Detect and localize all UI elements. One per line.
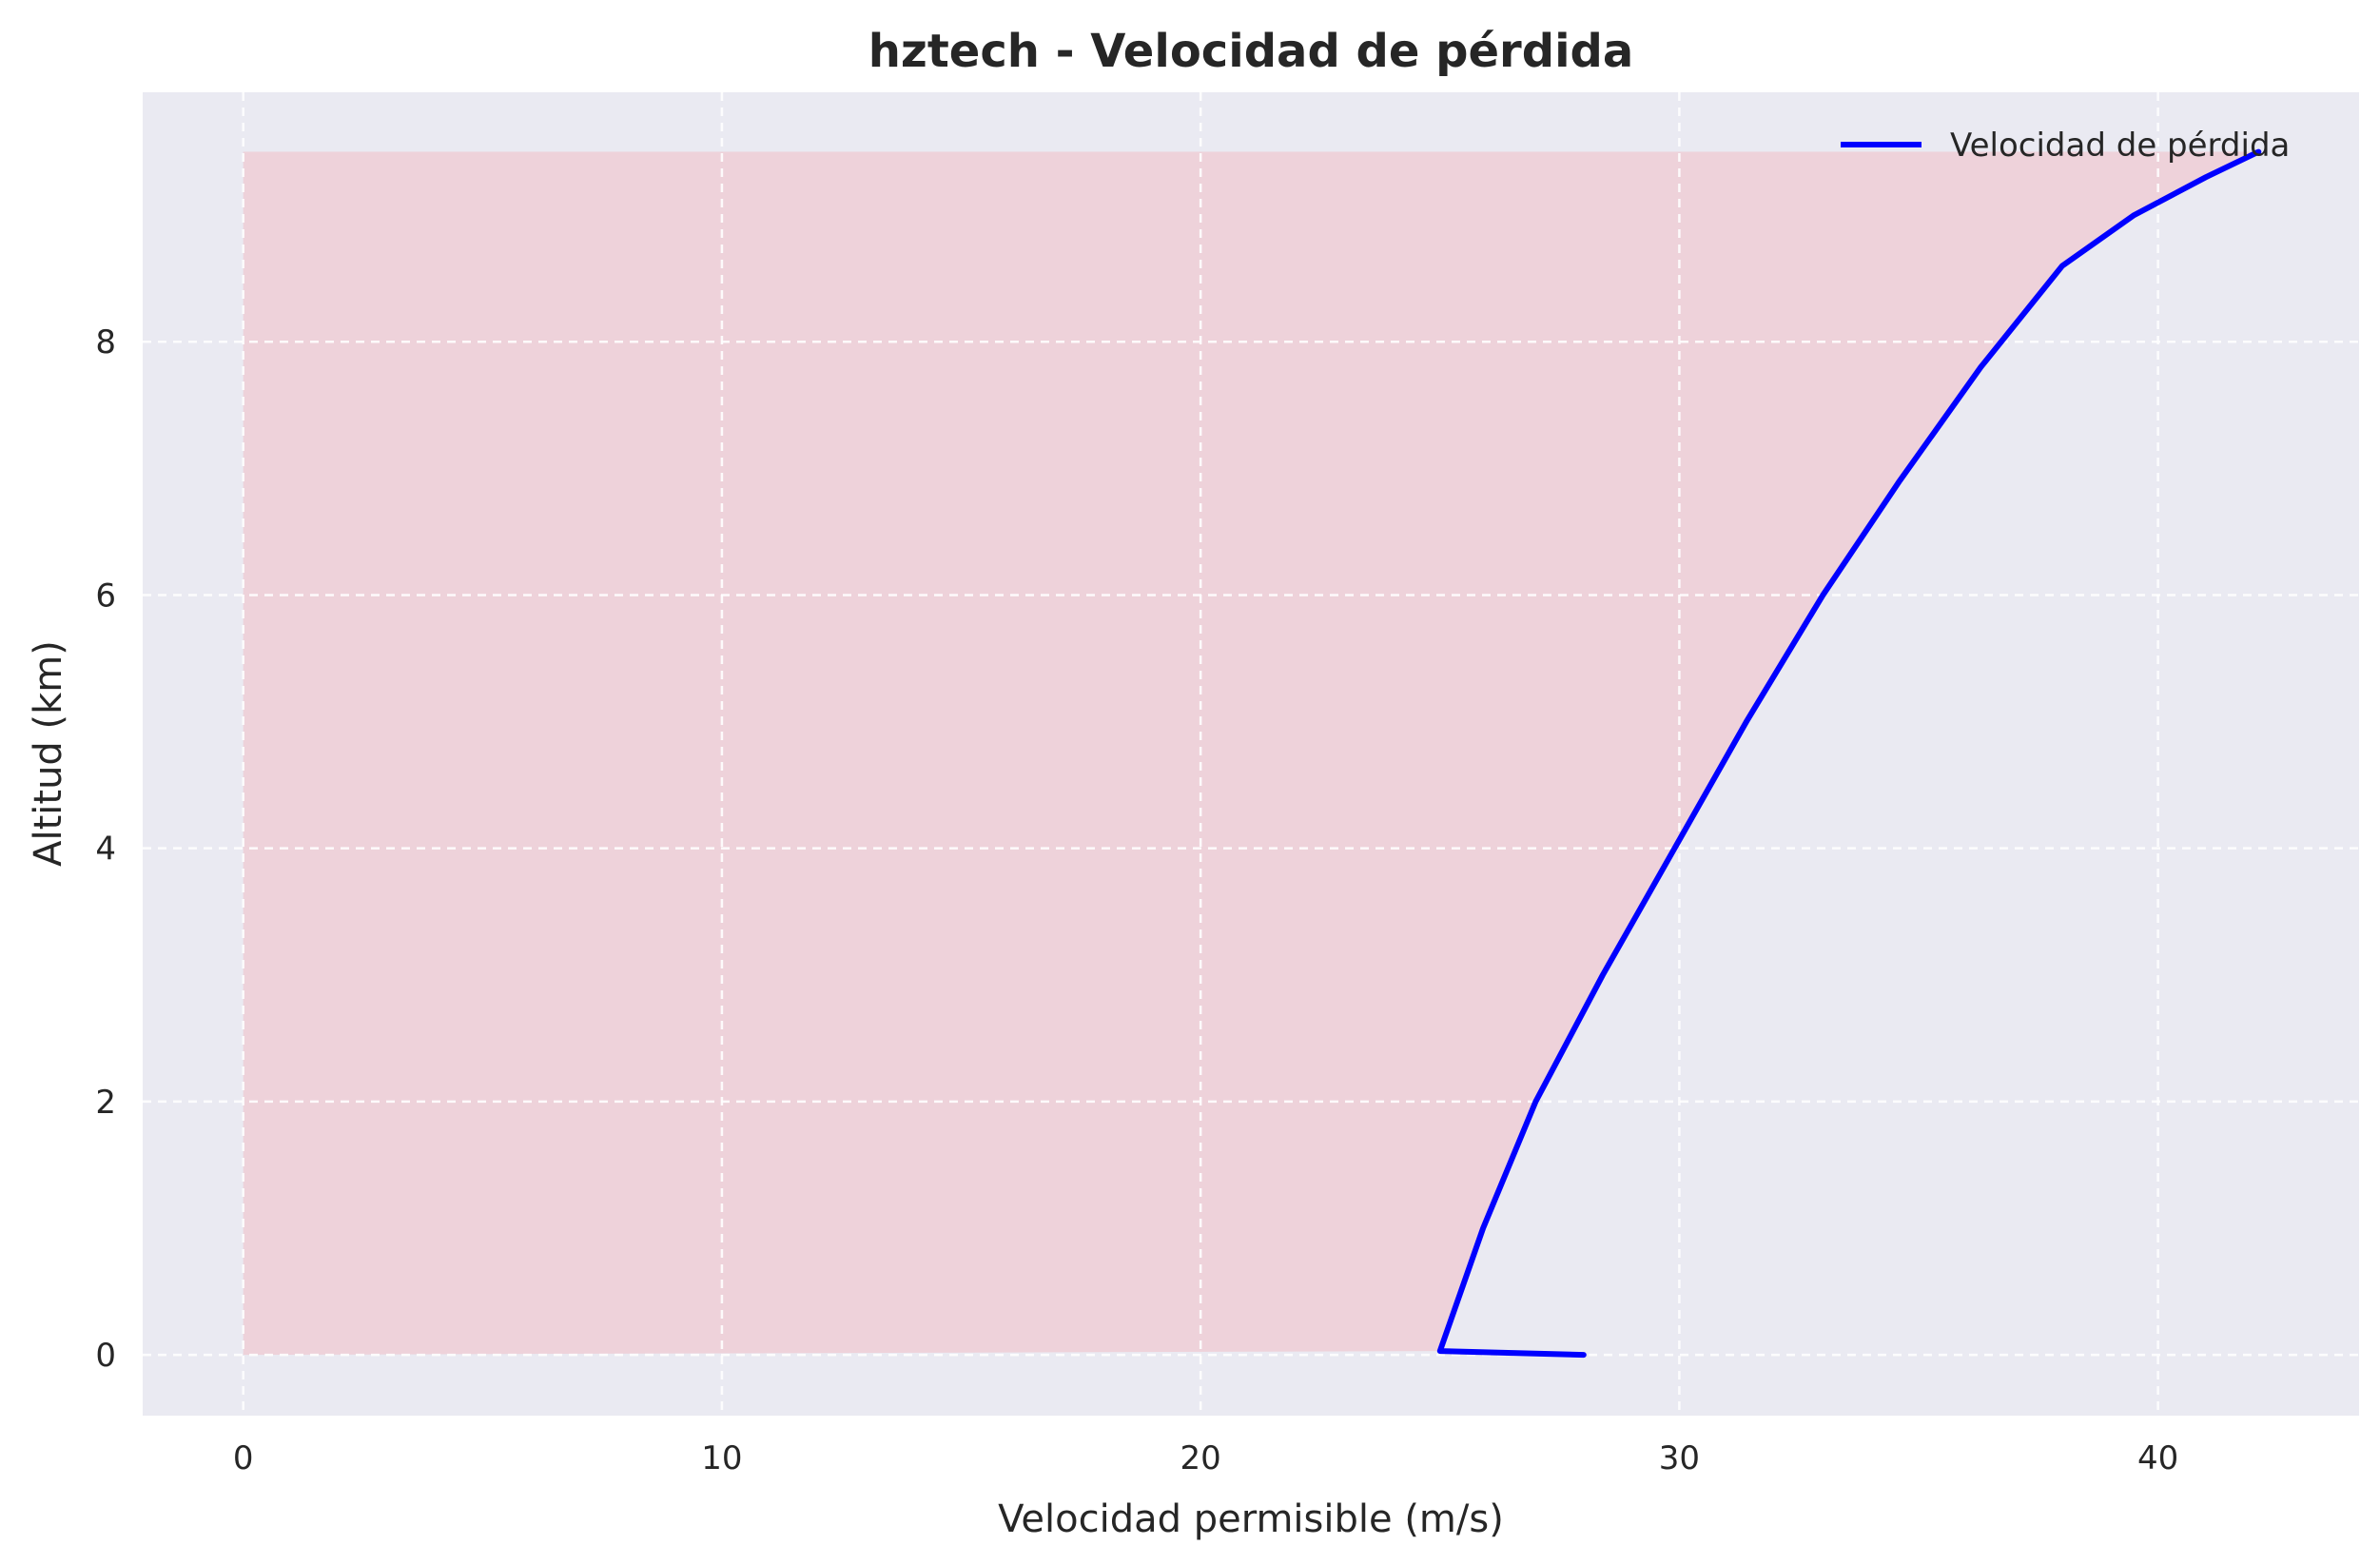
chart-title: hztech - Velocidad de pérdida: [868, 25, 1634, 78]
fill-layer: [243, 151, 2259, 1356]
x-axis-label: Velocidad permisible (m/s): [998, 1497, 1504, 1541]
fill-region: [243, 151, 2259, 1356]
y-axis-label: Altitud (km): [27, 640, 70, 867]
y-tick-label: 8: [95, 323, 116, 362]
series-layer: [1436, 148, 2262, 1359]
x-tick-label: 0: [233, 1439, 254, 1477]
x-tick-label: 40: [2137, 1439, 2178, 1477]
y-tick-label: 4: [95, 831, 116, 869]
series-line: [1436, 148, 2262, 1359]
legend-label: Velocidad de pérdida: [1950, 127, 2290, 165]
tick-layer: 0 10 20 30 40 0 2 4 6 8: [95, 323, 2178, 1477]
legend: Velocidad de pérdida: [1841, 127, 2290, 165]
y-tick-label: 2: [95, 1084, 116, 1122]
y-tick-label: 0: [95, 1337, 116, 1375]
grid-layer: [143, 92, 2359, 1416]
x-tick-label: 20: [1180, 1439, 1221, 1477]
y-tick-label: 6: [95, 577, 116, 615]
x-tick-label: 10: [701, 1439, 742, 1477]
x-tick-label: 30: [1659, 1439, 1700, 1477]
